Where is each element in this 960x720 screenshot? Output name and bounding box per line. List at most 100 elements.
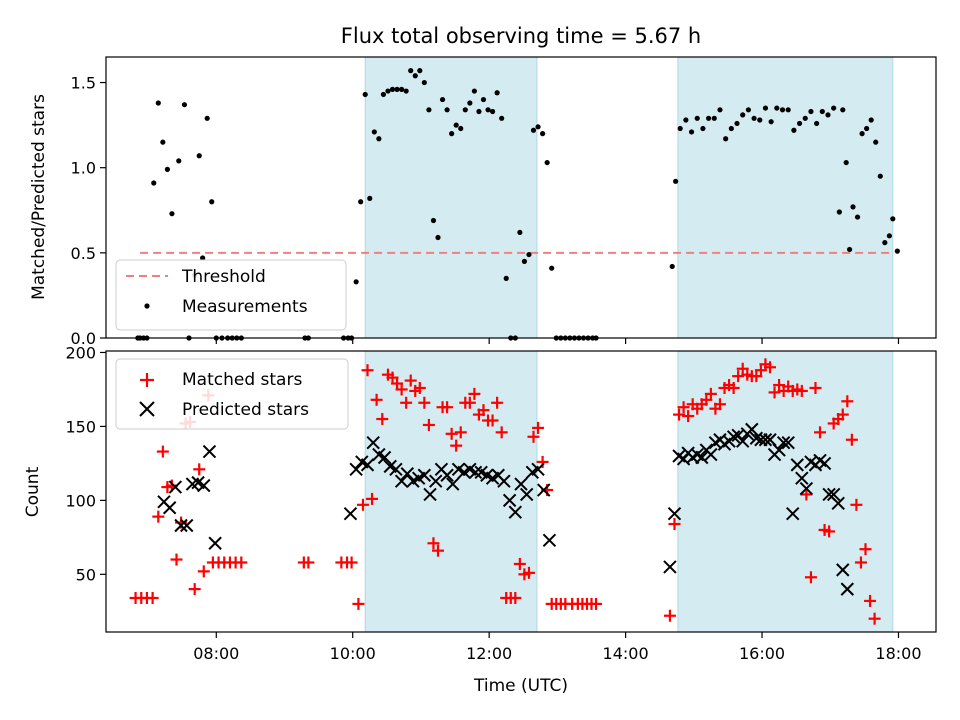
measurement-point [840, 107, 846, 113]
bottom-legend-box [115, 358, 349, 430]
measurement-point [430, 217, 437, 224]
measurement-point [353, 279, 359, 285]
measurement-point [164, 166, 170, 172]
predicted-star-point [795, 471, 809, 485]
matched-star-points [129, 358, 881, 625]
matched-star-point [673, 408, 686, 421]
legend-matched-label: Matched stars [182, 370, 302, 390]
measurement-point [380, 91, 387, 98]
matched-star-point [400, 396, 413, 409]
matched-star-point [527, 430, 540, 443]
matched-star-point [532, 421, 545, 434]
top-shaded-interval-1 [677, 56, 894, 339]
measurement-point [846, 246, 853, 253]
measurement-point [669, 263, 675, 270]
measurement-point [859, 131, 865, 137]
matched-star-point [713, 398, 726, 411]
bottom-y-axis-label: Count [23, 466, 43, 517]
predicted-star-point [468, 465, 483, 479]
top-y-tick-label: 1.5 [71, 74, 96, 93]
predicted-star-points [157, 422, 855, 596]
predicted-star-point [836, 563, 850, 577]
predicted-star-point [531, 462, 545, 477]
predicted-star-point [786, 506, 800, 521]
matched-star-point [845, 433, 858, 446]
measurement-point [762, 105, 769, 111]
predicted-star-point [726, 430, 741, 444]
measurement-point [412, 73, 418, 79]
measurement-point [757, 117, 763, 123]
matched-star-point [727, 381, 740, 394]
measurement-point [814, 120, 820, 127]
measurement-point [882, 240, 888, 246]
matched-star-point [868, 612, 881, 625]
legend-measurements-swatch [144, 303, 150, 309]
top-legend-box [115, 259, 347, 331]
legend-predicted-label: Predicted stars [182, 400, 309, 420]
x-tick-label: 16:00 [739, 644, 785, 663]
measurement-point [517, 229, 523, 236]
measurement-point [540, 131, 546, 137]
matched-star-point [495, 426, 508, 439]
matched-star-point [468, 387, 481, 400]
measurement-point [499, 115, 505, 121]
measurement-point [873, 139, 879, 145]
measurement-point [181, 102, 188, 108]
measurement-point [530, 127, 537, 133]
matched-star-point [522, 566, 535, 579]
measurement-point [358, 199, 364, 205]
matched-star-point [152, 510, 165, 523]
predicted-star-point [180, 518, 194, 533]
top-axes-frame [105, 56, 937, 339]
matched-star-point [486, 414, 499, 427]
measurement-point [673, 178, 679, 184]
bottom-shaded-intervals [364, 350, 894, 633]
matched-star-point [732, 370, 745, 383]
measurement-point [877, 173, 883, 179]
measurement-point [745, 107, 751, 113]
bottom-y-tick-label: 100 [65, 491, 96, 510]
predicted-star-point [446, 477, 460, 491]
matched-star-point [859, 543, 872, 556]
predicted-star-point [704, 447, 718, 462]
matched-star-point [422, 418, 435, 431]
predicted-star-point [776, 435, 791, 450]
measurement-point [453, 122, 459, 128]
measurement-point [367, 195, 373, 201]
measurement-point [426, 107, 432, 113]
predicted-star-point [790, 458, 804, 472]
matched-star-point [864, 594, 877, 607]
measurement-point [169, 211, 175, 217]
top-y-tick-label: 0.0 [71, 329, 96, 348]
matched-star-point [345, 556, 358, 569]
predicted-star-point [202, 444, 217, 459]
matched-star-point [413, 381, 426, 394]
measurement-point [444, 107, 450, 113]
measurement-point [836, 209, 842, 215]
measurement-point [449, 131, 455, 137]
predicted-star-point [168, 480, 183, 494]
predicted-star-point [429, 474, 443, 488]
predicted-star-point [542, 533, 557, 548]
measurement-point [864, 125, 870, 132]
measurement-point [694, 115, 700, 121]
matched-star-point [432, 544, 444, 557]
matched-star-point [352, 597, 365, 610]
matched-star-point [513, 557, 526, 570]
measurement-point [819, 108, 825, 115]
measurement-point [389, 86, 396, 92]
measurement-point [796, 120, 803, 127]
measurement-point [485, 107, 491, 113]
measurement-point [850, 204, 856, 210]
legend-predicted-swatch [139, 401, 155, 417]
matched-star-point [764, 361, 776, 374]
measurement-point [160, 139, 166, 145]
measurement-point [471, 88, 477, 94]
matched-star-point [427, 537, 440, 550]
measurement-point [399, 86, 405, 92]
measurement-point [155, 100, 161, 106]
matched-star-point [836, 408, 849, 421]
legend-measurements-label: Measurements [182, 297, 308, 317]
measurement-point [476, 108, 482, 115]
matched-star-point [509, 591, 522, 604]
